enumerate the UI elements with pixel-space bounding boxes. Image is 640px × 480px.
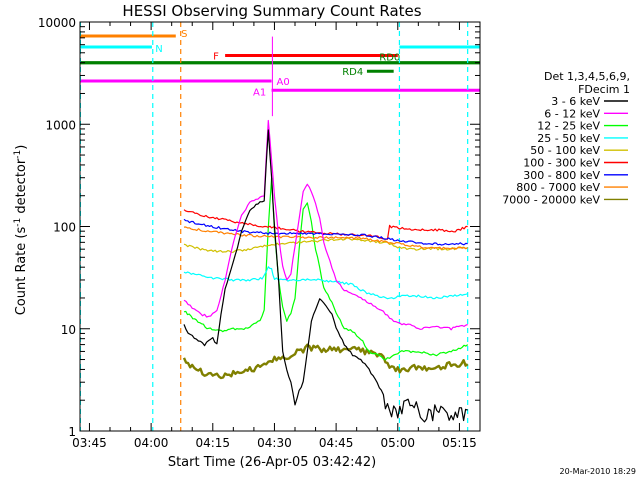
chart-title: HESSI Observing Summary Count Rates	[122, 2, 421, 20]
flag-label-8: A1	[253, 87, 266, 98]
series-line-3	[183, 266, 468, 300]
x-tick-label-2: 04:15	[195, 436, 230, 450]
legend-label-0: 3 - 6 keV	[551, 95, 600, 108]
series-lines	[182, 119, 469, 423]
x-tick-label-3: 04:30	[257, 436, 292, 450]
legend-label-6: 300 - 800 keV	[523, 169, 600, 182]
x-tick-label-0: 03:45	[72, 436, 107, 450]
series-line-8	[182, 343, 469, 380]
legend-label-4: 50 - 100 keV	[530, 144, 600, 157]
legend-label-8: 7000 - 20000 keV	[502, 193, 600, 206]
y-tick-label-1: 10	[61, 323, 76, 337]
x-axis-label: Start Time (26-Apr-05 03:42:42)	[168, 455, 376, 470]
y-axis-label-end: )	[14, 145, 29, 150]
y-axis-label-sup1: -1	[13, 218, 23, 227]
x-tick-label-1: 04:00	[134, 436, 169, 450]
flag-label-1: N	[155, 44, 162, 55]
legend-title-line-0: Det 1,3,4,5,6,9,	[544, 70, 630, 83]
series-line-0	[183, 129, 468, 423]
y-axis-label: Count Rate (s-1 detector-1)	[13, 145, 29, 316]
instrument-flag-bars: S N F RD0 RD4 A0 A1	[80, 29, 480, 117]
y-tick-label-4: 10000	[38, 16, 76, 30]
legend-label-2: 12 - 25 keV	[537, 120, 600, 133]
x-tick-label-4: 04:45	[319, 436, 354, 450]
flag-label-5: RD0	[379, 53, 400, 64]
legend-label-1: 6 - 12 keV	[544, 107, 600, 120]
y-tick-label-0: 1	[68, 425, 76, 439]
footer-timestamp: 20-Mar-2010 18:29	[560, 467, 637, 476]
flag-label-0: S	[181, 29, 187, 40]
series-line-2	[183, 177, 469, 361]
flag-label-3: F	[213, 52, 219, 63]
legend-label-7: 800 - 7000 keV	[516, 181, 600, 194]
y-tick-label-2: 100	[53, 221, 76, 235]
legend-label-5: 100 - 300 keV	[523, 157, 600, 170]
y-axis-label-mid: detector	[14, 158, 29, 218]
y-tick-label-3: 1000	[45, 118, 76, 132]
flag-label-6: RD4	[342, 67, 363, 78]
legend-title-line-1: FDecim 1	[578, 83, 630, 96]
x-tick-label-5: 05:00	[380, 436, 415, 450]
y-axis-label-main: Count Rate (s	[14, 227, 29, 316]
plot-axes: 03:45 04:00 04:15 04:30 04:45 05:00 05:15 1 10 10…	[38, 16, 481, 450]
series-line-1	[183, 119, 468, 331]
y-axis-label-sup2: -1	[13, 150, 23, 159]
flag-label-7: A0	[277, 77, 290, 88]
legend-label-3: 25 - 50 keV	[537, 132, 600, 145]
series-line-7	[183, 226, 468, 250]
series-line-6	[183, 218, 468, 246]
x-tick-label-6: 05:15	[442, 436, 477, 450]
